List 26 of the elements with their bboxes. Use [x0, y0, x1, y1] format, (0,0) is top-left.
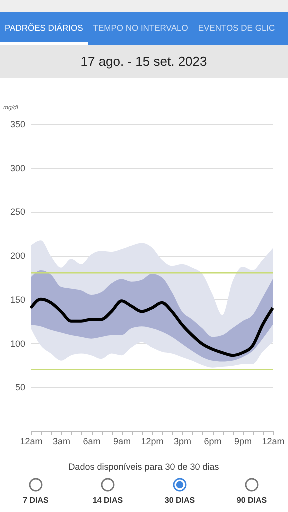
chart-title: 17 ago. - 15 set. 2023: [0, 45, 288, 78]
x-tick-label: 9am: [113, 436, 132, 446]
text: 7 DIAS: [23, 496, 49, 505]
y-tick-label: 300: [10, 163, 26, 174]
y-tick-label: 50: [15, 382, 26, 393]
x-tick-label: 12am: [20, 436, 43, 446]
text: EVENTOS DE GLIC: [197, 22, 276, 35]
y-tick-label: 350: [10, 120, 26, 130]
x-tick-label: 12am: [262, 436, 285, 446]
x-tick-label: 6pm: [204, 436, 222, 446]
y-tick-label: 200: [10, 251, 26, 262]
x-tick-label: 6am: [83, 436, 101, 446]
y-tick-label: 100: [10, 338, 26, 349]
text: 14 DIAS: [92, 496, 124, 505]
x-tick-label: 12pm: [141, 436, 164, 446]
y-tick-label: 250: [10, 207, 26, 218]
x-tick-label: 3am: [52, 436, 71, 446]
text: Dados disponíveis para 30 de 30 dias: [68, 462, 220, 472]
x-tick-label: 3pm: [174, 436, 192, 446]
y-tick-label: 150: [10, 294, 26, 305]
text: TEMPO NO INTERVALO: [92, 22, 190, 35]
x-tick-label: 9pm: [234, 436, 252, 446]
text: 90 DIAS: [236, 496, 268, 505]
line-series: [30, 298, 274, 358]
text: PADRÕES DIÁRIOS: [0, 12, 88, 45]
text: 30 DIAS: [164, 496, 196, 505]
